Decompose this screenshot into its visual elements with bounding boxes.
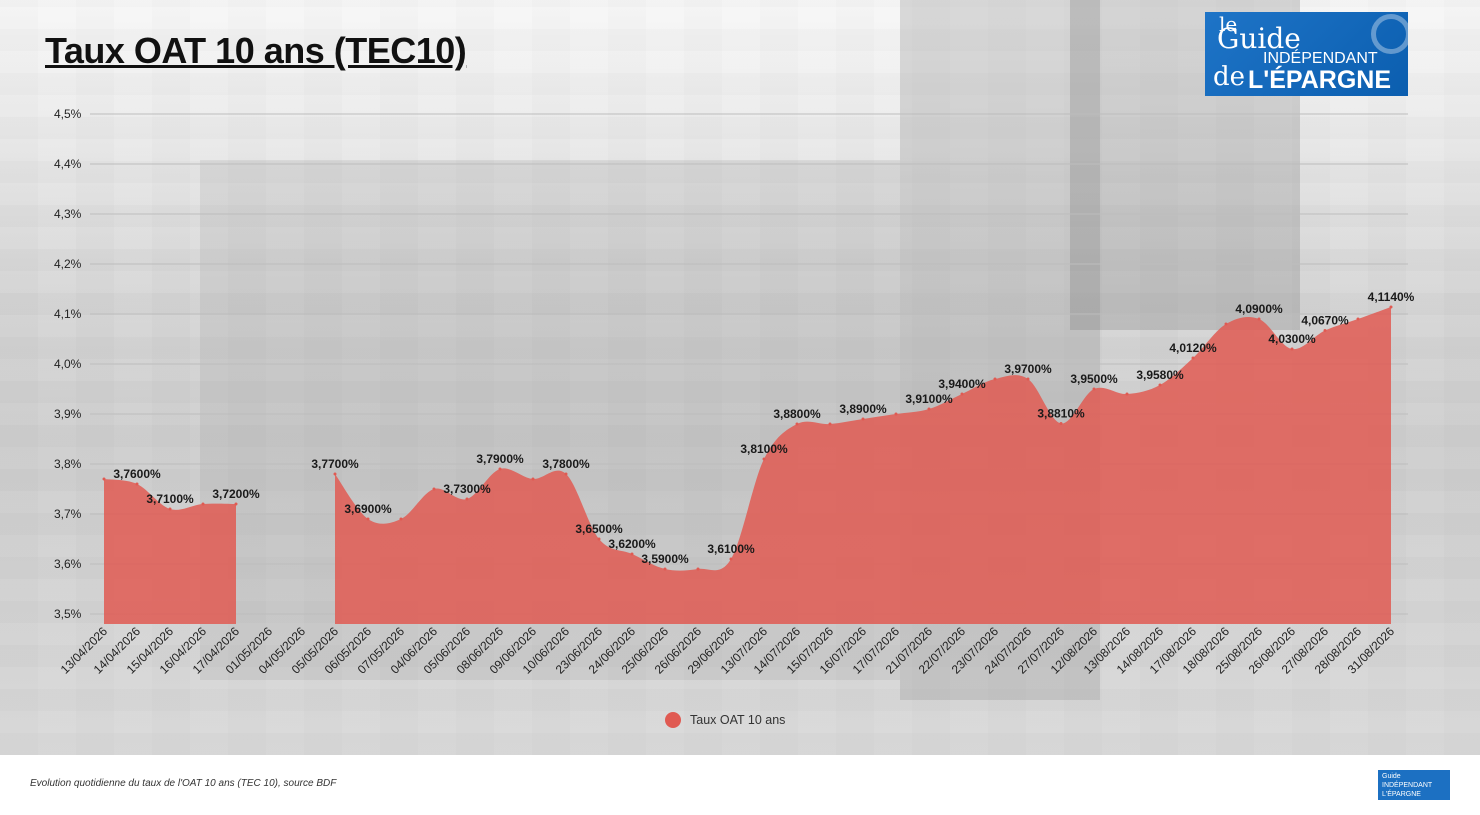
data-point [960,392,964,396]
data-point [894,412,898,416]
data-point [630,552,634,556]
data-point [762,457,766,461]
data-point [564,472,568,476]
data-point [1389,305,1393,309]
data-point [729,557,733,561]
y-axis-ticks: 3,5% 3,6% 3,7% 3,8% 3,9% 4,0% 4,1% 4,2% 4,3% 4,4%… [54,107,82,621]
data-point [828,422,832,426]
data-label: 3,8800% [773,407,821,421]
y-tick-label: 4,3% [54,207,82,221]
data-point [993,377,997,381]
logo-text: le [1219,12,1238,36]
data-point [1059,422,1063,425]
data-label: 4,1140% [1368,290,1415,304]
data-point [135,482,139,486]
data-point [498,467,502,471]
data-point [234,502,238,506]
logo-text: de [1213,62,1246,92]
data-point [1257,317,1261,321]
data-point [795,422,799,426]
data-label: 3,8900% [839,402,887,416]
data-label: 3,7100% [146,492,194,506]
data-point [1224,322,1228,326]
data-point [1356,317,1360,321]
y-tick-label: 3,5% [54,607,82,621]
data-label: 3,9100% [905,392,953,406]
series-area [102,305,1393,624]
data-label: 4,0300% [1268,332,1316,346]
data-label: 3,5900% [641,552,689,566]
logo-text: Guide [1382,773,1401,780]
data-point [399,517,403,521]
brand-logo[interactable]: le Guide INDÉPENDANT de L'ÉPARGNE [1205,12,1408,96]
data-point [168,507,172,511]
y-tick-label: 3,6% [54,557,82,571]
chart-title: Taux OAT 10 ans (TEC10) [45,30,467,71]
data-label: 3,7600% [113,467,161,481]
data-label: 4,0900% [1235,302,1283,316]
y-tick-label: 4,2% [54,257,82,271]
data-point [1092,387,1096,391]
data-label: 3,6100% [707,542,755,556]
logo-text: L'ÉPARGNE [1248,66,1391,94]
chart-legend[interactable]: Taux OAT 10 ans [665,710,785,730]
data-label: 3,9580% [1136,368,1184,382]
data-point [531,477,535,481]
logo-text: Guide [1217,22,1301,55]
data-label: 3,7200% [212,487,260,501]
logo-text: L'ÉPARGNE [1382,791,1421,798]
data-point [1125,392,1129,396]
area-segment [104,479,236,624]
legend-label: Taux OAT 10 ans [690,713,786,727]
data-label: 4,0120% [1169,341,1217,355]
y-tick-label: 3,9% [54,407,82,421]
data-point [1191,356,1195,360]
data-label: 3,8810% [1037,407,1085,421]
data-label: 3,7700% [311,457,359,471]
data-point [597,537,601,541]
data-label: 3,7900% [476,452,524,466]
data-label: 3,7300% [443,482,491,496]
y-tick-label: 4,5% [54,107,82,121]
y-tick-label: 3,8% [54,457,82,471]
data-point [333,472,337,476]
data-point [1290,347,1294,351]
data-label: 4,0670% [1301,314,1349,328]
data-label: 3,6500% [575,522,623,536]
rate-area-chart: 3,5% 3,6% 3,7% 3,8% 3,9% 4,0% 4,1% 4,2% 4,3% 4,4%… [54,107,1415,677]
data-label: 3,8100% [740,442,788,456]
chart-caption: Evolution quotidienne du taux de l'OAT 1… [30,778,337,789]
area-segment [335,307,1391,624]
footer-brand-logo[interactable]: Guide INDÉPENDANT L'ÉPARGNE [1378,770,1450,800]
data-label: 3,9500% [1070,372,1118,386]
data-point [1158,383,1162,387]
data-point [1026,377,1030,381]
data-point [927,407,931,411]
y-tick-label: 3,7% [54,507,82,521]
data-label: 3,9700% [1004,362,1052,376]
data-point [465,497,469,501]
legend-swatch-icon [665,712,681,728]
data-point [102,477,106,481]
data-point [432,487,436,491]
y-tick-label: 4,4% [54,157,82,171]
data-point [696,567,700,571]
y-tick-label: 4,1% [54,307,82,321]
data-label: 3,9400% [938,377,986,391]
x-axis-ticks: 13/04/202614/04/202615/04/202616/04/2026… [58,624,1398,677]
logo-text: INDÉPENDANT [1263,50,1378,67]
data-labels: 3,7600% 3,7100% 3,7200% 3,7700% 3,6900% 3,730… [113,290,1414,566]
logo-ring-icon [1371,14,1408,54]
data-point [1323,329,1327,332]
data-label: 3,6200% [608,537,656,551]
data-label: 3,7800% [542,457,590,471]
data-point [366,517,370,521]
logo-text: INDÉPENDANT [1382,782,1433,789]
data-point [663,567,667,571]
data-label: 3,6900% [344,502,392,516]
data-point [201,502,205,506]
y-tick-label: 4,0% [54,357,82,371]
data-point [861,417,865,421]
